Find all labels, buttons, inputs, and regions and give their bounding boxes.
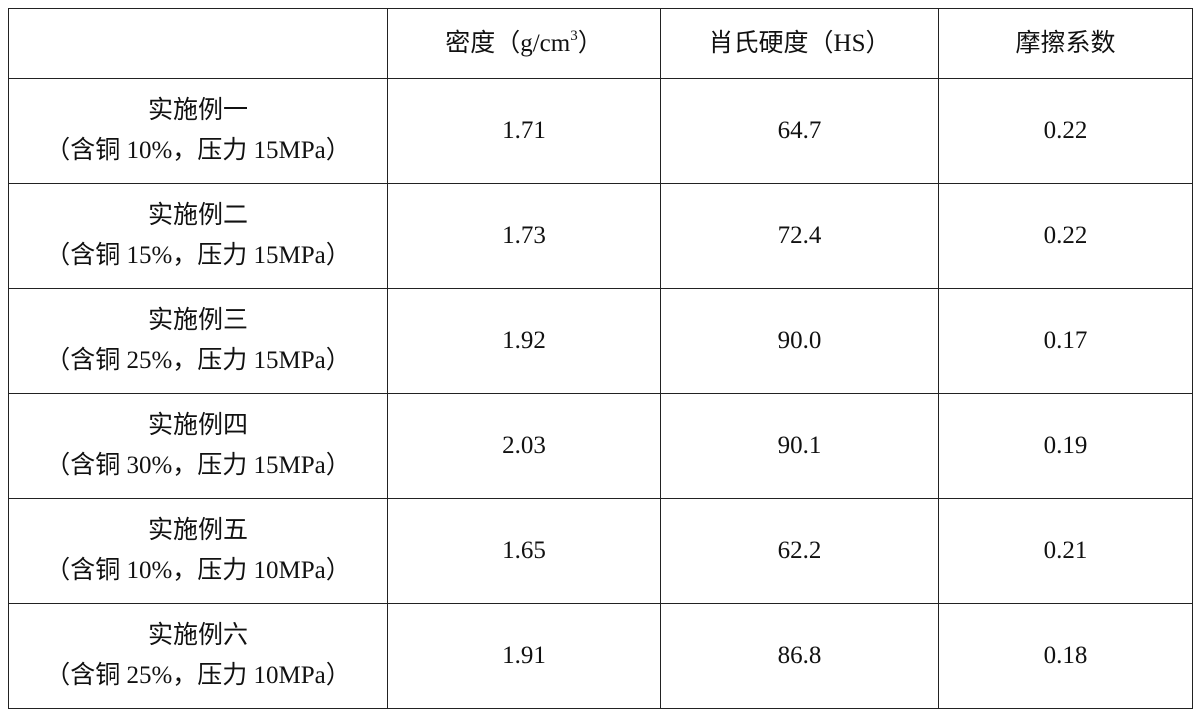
row-label-cell: 实施例五 （含铜 10%，压力 10MPa） [8,498,388,604]
table-row: 实施例四 （含铜 30%，压力 15MPa） 2.03 90.1 0.19 [8,393,1193,499]
table-body: 密度（g/cm3） 肖氏硬度（HS） 摩擦系数 实施例一 （含铜 10%，压力 1… [8,8,1193,709]
value-cell: 1.73 [387,183,661,289]
row-label-cell: 实施例一 （含铜 10%，压力 15MPa） [8,78,388,184]
header-text: ） [577,29,603,57]
header-cell [8,8,388,79]
data-table: 密度（g/cm3） 肖氏硬度（HS） 摩擦系数 实施例一 （含铜 10%，压力 1… [8,8,1193,709]
header-cell: 摩擦系数 [938,8,1193,79]
row-name: 实施例六 [147,622,248,649]
row-condition: （含铜 10%，压力 10MPa） [45,557,351,584]
value-cell: 1.92 [387,288,661,394]
value-cell: 1.91 [387,603,661,709]
table-row: 实施例六 （含铜 25%，压力 10MPa） 1.91 86.8 0.18 [8,603,1193,709]
row-label-cell: 实施例三 （含铜 25%，压力 15MPa） [8,288,388,394]
value-cell: 0.19 [938,393,1193,499]
superscript: 3 [570,27,578,44]
row-name: 实施例一 [147,97,248,124]
table-row: 实施例二 （含铜 15%，压力 15MPa） 1.73 72.4 0.22 [8,183,1193,289]
header-cell: 肖氏硬度（HS） [660,8,939,79]
value-cell: 0.21 [938,498,1193,604]
value-cell: 62.2 [660,498,939,604]
table-row: 实施例一 （含铜 10%，压力 15MPa） 1.71 64.7 0.22 [8,78,1193,184]
row-condition: （含铜 30%，压力 15MPa） [45,452,351,479]
table-row: 实施例五 （含铜 10%，压力 10MPa） 1.65 62.2 0.21 [8,498,1193,604]
row-name: 实施例五 [147,517,248,544]
value-cell: 90.0 [660,288,939,394]
value-cell: 2.03 [387,393,661,499]
row-label-cell: 实施例四 （含铜 30%，压力 15MPa） [8,393,388,499]
header-cell: 密度（g/cm3） [387,8,661,79]
value-cell: 64.7 [660,78,939,184]
header-row: 密度（g/cm3） 肖氏硬度（HS） 摩擦系数 [8,8,1193,79]
value-cell: 90.1 [660,393,939,499]
row-condition: （含铜 25%，压力 10MPa） [45,662,351,689]
table-row: 实施例三 （含铜 25%，压力 15MPa） 1.92 90.0 0.17 [8,288,1193,394]
row-name: 实施例二 [147,202,248,229]
row-condition: （含铜 10%，压力 15MPa） [45,137,351,164]
header-text: 密度（g/cm [445,29,571,57]
value-cell: 1.65 [387,498,661,604]
row-condition: （含铜 25%，压力 15MPa） [45,347,351,374]
value-cell: 72.4 [660,183,939,289]
value-cell: 86.8 [660,603,939,709]
value-cell: 0.22 [938,78,1193,184]
row-name: 实施例三 [147,307,248,334]
value-cell: 1.71 [387,78,661,184]
row-label-cell: 实施例六 （含铜 25%，压力 10MPa） [8,603,388,709]
value-cell: 0.18 [938,603,1193,709]
value-cell: 0.22 [938,183,1193,289]
row-condition: （含铜 15%，压力 15MPa） [45,242,351,269]
value-cell: 0.17 [938,288,1193,394]
row-name: 实施例四 [147,412,248,439]
row-label-cell: 实施例二 （含铜 15%，压力 15MPa） [8,183,388,289]
